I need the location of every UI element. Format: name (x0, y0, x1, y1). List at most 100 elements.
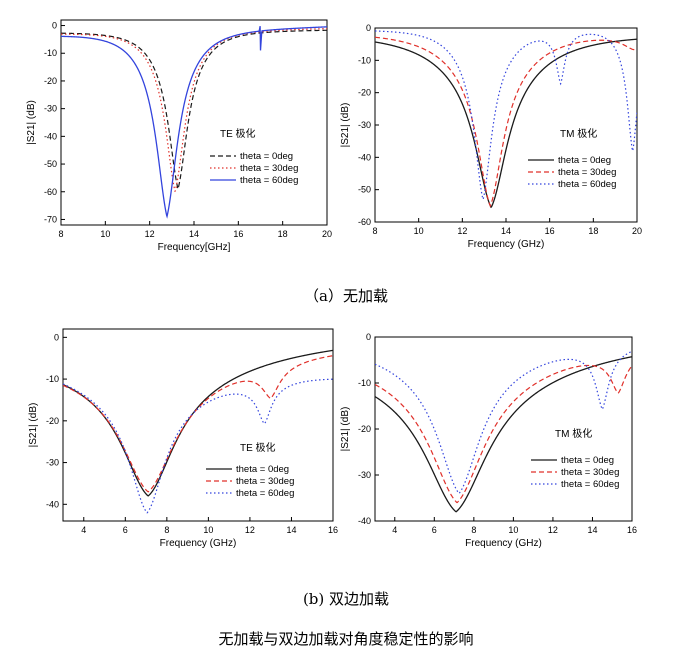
x-tick-label: 16 (545, 226, 555, 236)
x-tick-label: 14 (587, 525, 597, 535)
series-line-1 (375, 36, 637, 208)
x-tick-label: 14 (286, 525, 296, 535)
y-axis-label: |S21| (dB) (26, 100, 37, 145)
chart-b-tm: 4 6 8 10 12 14 16 0 -10 -20 -30 -40 Frequency (GHz) |… (340, 332, 637, 549)
x-tick-label: 12 (245, 525, 255, 535)
x-tick-label: 10 (100, 229, 110, 239)
x-tick-label: 18 (588, 226, 598, 236)
x-tick-label: 8 (471, 525, 476, 535)
y-tick-label: -40 (44, 131, 57, 141)
x-tick-label: 6 (432, 525, 437, 535)
x-axis-label: Frequency[GHz] (158, 242, 231, 253)
y-tick-label: -20 (358, 424, 371, 434)
x-tick-label: 12 (145, 229, 155, 239)
x-tick-label: 6 (123, 525, 128, 535)
x-tick-label: 4 (392, 525, 397, 535)
y-axis-label: |S21| (dB) (28, 403, 39, 448)
x-tick-label: 10 (508, 525, 518, 535)
series-line-0 (61, 29, 327, 190)
y-tick-label: -30 (46, 458, 59, 468)
y-tick-label: -60 (44, 187, 57, 197)
series-line-0 (375, 38, 637, 209)
chart-title: TM 极化 (560, 127, 597, 140)
plot-frame (374, 27, 638, 223)
y-tick-label: -50 (358, 185, 371, 195)
series-line-1 (61, 28, 327, 193)
chart-title: TM 极化 (555, 427, 592, 440)
y-tick-label: -10 (358, 378, 371, 388)
y-tick-label: -10 (44, 48, 57, 58)
y-axis-label: |S21| (dB) (340, 407, 351, 452)
x-tick-label: 18 (278, 229, 288, 239)
legend-label: theta = 30deg (240, 163, 298, 174)
legend-label: theta = 60deg (236, 488, 294, 499)
y-tick-label: -60 (358, 217, 371, 227)
y-tick-label: -20 (46, 416, 59, 426)
x-tick-label: 16 (328, 525, 338, 535)
chart-a-te: 8 10 12 14 16 18 20 0 -10 -20 -30 -40 -50 -60 -70 Frequ… (26, 19, 332, 253)
legend-label: theta = 0deg (561, 455, 614, 466)
series-line-0 (63, 349, 333, 497)
y-tick-label: 0 (366, 332, 371, 342)
caption-b: (b) 双边加载 (302, 590, 390, 608)
legend-label: theta = 60deg (558, 179, 616, 190)
legend-label: theta = 0deg (240, 151, 293, 162)
legend-label: theta = 0deg (558, 155, 611, 166)
y-tick-label: -70 (44, 214, 57, 224)
y-tick-label: -20 (358, 88, 371, 98)
series-line-1 (63, 355, 333, 493)
caption-a: （a）无加载 (304, 287, 388, 305)
y-tick-label: -50 (44, 159, 57, 169)
y-tick-label: -10 (46, 374, 59, 384)
legend-label: theta = 30deg (236, 476, 294, 487)
series-line-2 (63, 378, 333, 514)
x-tick-label: 4 (81, 525, 86, 535)
legend-label: theta = 0deg (236, 464, 289, 475)
y-tick-label: -30 (358, 470, 371, 480)
legend-label: theta = 60deg (561, 479, 619, 490)
y-tick-label: -30 (358, 120, 371, 130)
plot-frame (374, 336, 633, 522)
x-tick-label: 16 (233, 229, 243, 239)
x-tick-label: 8 (372, 226, 377, 236)
series-line-2 (61, 25, 327, 219)
x-tick-label: 10 (203, 525, 213, 535)
legend-label: theta = 30deg (561, 467, 619, 478)
x-axis-label: Frequency (GHz) (160, 538, 237, 549)
x-tick-label: 8 (58, 229, 63, 239)
y-tick-label: -40 (358, 516, 371, 526)
chart-title: TE 极化 (240, 441, 276, 454)
y-tick-label: 0 (366, 23, 371, 33)
x-tick-label: 16 (627, 525, 637, 535)
x-tick-label: 20 (322, 229, 332, 239)
y-tick-label: -20 (44, 76, 57, 86)
plot-frame (62, 328, 334, 522)
y-tick-label: -40 (358, 152, 371, 162)
series-line-2 (375, 350, 632, 495)
legend-label: theta = 30deg (558, 167, 616, 178)
x-axis-label: Frequency (GHz) (465, 538, 542, 549)
main-caption: 无加载与双边加载对角度稳定性的影响 (218, 630, 474, 648)
x-tick-label: 14 (189, 229, 199, 239)
plot-frame (60, 19, 328, 226)
x-tick-label: 8 (164, 525, 169, 535)
chart-b-te: 4 6 8 10 12 14 16 0 -10 -20 -30 -40 Frequency (GHz) |… (28, 328, 338, 549)
figure: 8 10 12 14 16 18 20 0 -10 -20 -30 -40 -50 -60 -70 Frequ… (26, 19, 642, 549)
x-tick-label: 10 (414, 226, 424, 236)
chart-a-tm: 8 10 12 14 16 18 20 0 -10 -20 -30 -40 -50 -60 Frequenc… (340, 23, 642, 250)
chart-title: TE 极化 (220, 127, 256, 140)
legend-label: theta = 60deg (240, 175, 298, 186)
x-tick-label: 20 (632, 226, 642, 236)
y-tick-label: -30 (44, 104, 57, 114)
series-line-0 (375, 356, 632, 513)
x-tick-label: 14 (501, 226, 511, 236)
y-tick-label: 0 (54, 332, 59, 342)
y-tick-label: -40 (46, 499, 59, 509)
y-tick-label: 0 (52, 21, 57, 31)
series-line-1 (375, 364, 632, 504)
x-tick-label: 12 (457, 226, 467, 236)
y-axis-label: |S21| (dB) (340, 103, 351, 148)
y-tick-label: -10 (358, 55, 371, 65)
x-tick-label: 12 (548, 525, 558, 535)
x-axis-label: Frequency (GHz) (468, 239, 545, 250)
